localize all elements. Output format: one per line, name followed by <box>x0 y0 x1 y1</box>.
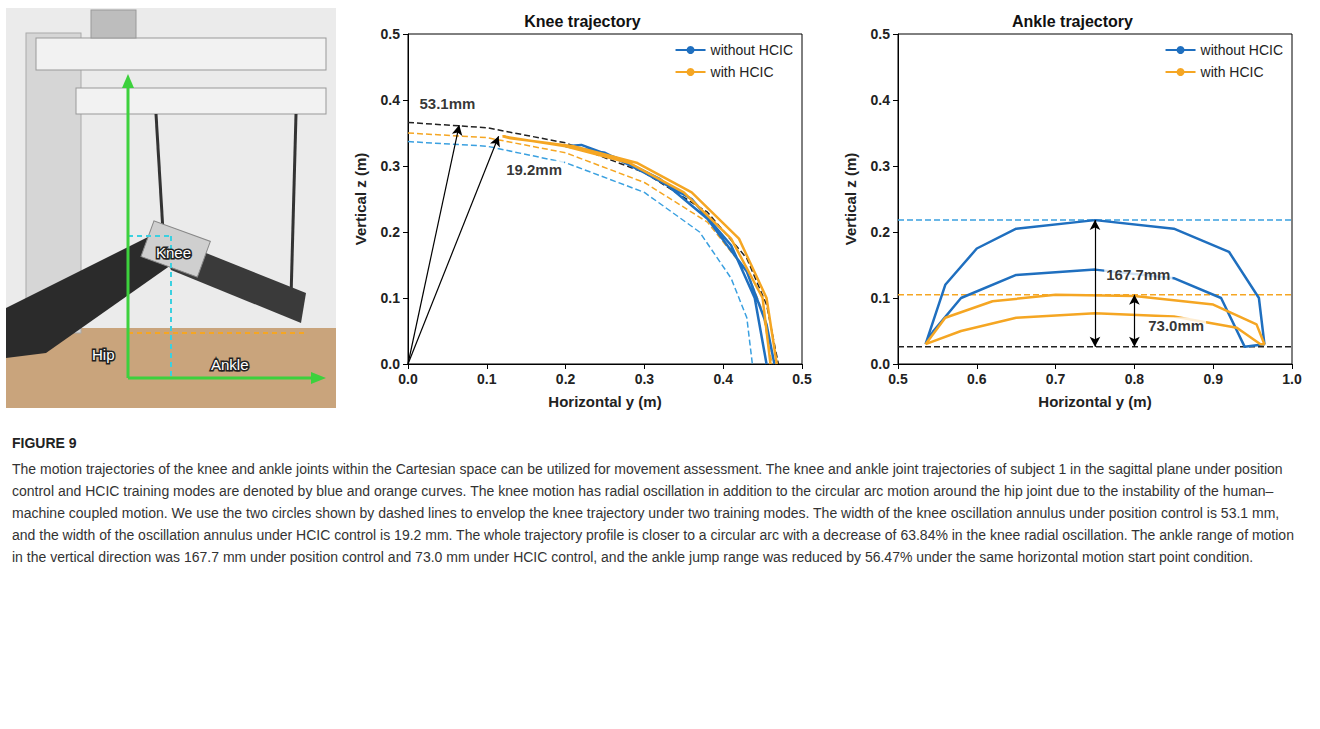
svg-text:0.4: 0.4 <box>871 92 891 108</box>
svg-text:Ankle: Ankle <box>211 356 249 373</box>
html-text:FIGURE 9: FIGURE 9 <box>12 435 77 451</box>
svg-text:Ankle trajectory: Ankle trajectory <box>1012 13 1133 30</box>
svg-text:167.7mm: 167.7mm <box>1106 266 1170 283</box>
svg-text:without HCIC: without HCIC <box>1200 42 1283 58</box>
svg-text:0.0: 0.0 <box>381 356 401 372</box>
svg-text:0.5: 0.5 <box>381 26 401 42</box>
svg-text:0.4: 0.4 <box>713 371 733 387</box>
svg-text:0.2: 0.2 <box>381 224 401 240</box>
svg-text:0.4: 0.4 <box>381 92 401 108</box>
svg-text:0.3: 0.3 <box>871 158 891 174</box>
svg-text:0.7: 0.7 <box>1046 371 1066 387</box>
svg-text:with HCIC: with HCIC <box>710 64 774 80</box>
svg-text:Hip: Hip <box>92 346 115 363</box>
svg-text:without HCIC: without HCIC <box>710 42 793 58</box>
svg-text:0.9: 0.9 <box>1203 371 1223 387</box>
svg-text:0.0: 0.0 <box>871 356 891 372</box>
svg-text:73.0mm: 73.0mm <box>1148 317 1204 334</box>
svg-text:0.1: 0.1 <box>477 371 497 387</box>
svg-text:Vertical z (m): Vertical z (m) <box>842 153 859 246</box>
svg-text:0.2: 0.2 <box>556 371 576 387</box>
svg-text:19.2mm: 19.2mm <box>506 161 562 178</box>
svg-text:53.1mm: 53.1mm <box>419 95 475 112</box>
svg-text:0.2: 0.2 <box>871 224 891 240</box>
svg-text:0.6: 0.6 <box>967 371 987 387</box>
svg-text:Horizontal y (m): Horizontal y (m) <box>548 393 661 410</box>
svg-text:Knee trajectory: Knee trajectory <box>524 13 641 30</box>
svg-text:Knee: Knee <box>156 244 191 261</box>
html-text:The motion trajectories of the: The motion trajectories of the knee and … <box>12 461 1294 565</box>
svg-text:0.3: 0.3 <box>635 371 655 387</box>
svg-text:with HCIC: with HCIC <box>1200 64 1264 80</box>
svg-text:0.0: 0.0 <box>398 371 418 387</box>
svg-text:0.3: 0.3 <box>381 158 401 174</box>
svg-text:0.1: 0.1 <box>871 290 891 306</box>
svg-text:1.0: 1.0 <box>1282 371 1302 387</box>
svg-text:0.5: 0.5 <box>871 26 891 42</box>
svg-text:Vertical z (m): Vertical z (m) <box>352 153 369 246</box>
svg-text:0.5: 0.5 <box>792 371 812 387</box>
svg-text:0.8: 0.8 <box>1125 371 1145 387</box>
svg-text:Horizontal y (m): Horizontal y (m) <box>1038 393 1151 410</box>
svg-text:0.1: 0.1 <box>381 290 401 306</box>
svg-text:0.5: 0.5 <box>888 371 908 387</box>
